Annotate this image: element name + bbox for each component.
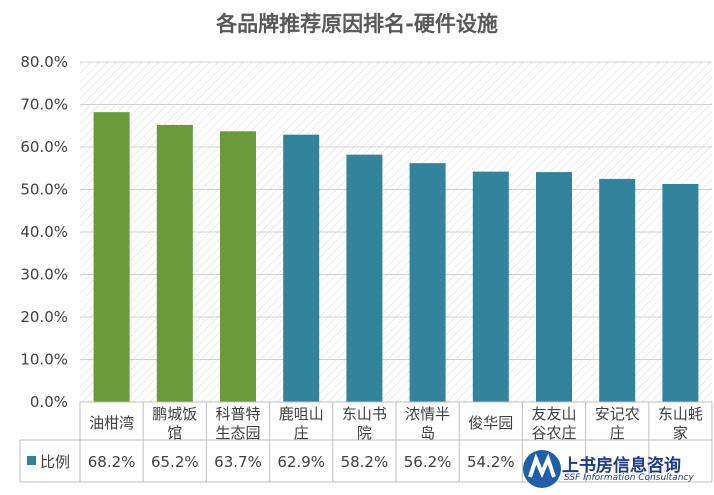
x-category-label: 庄 bbox=[610, 424, 625, 442]
x-category-label: 谷农庄 bbox=[531, 424, 576, 442]
watermark-cn: 上书房信息咨询 bbox=[562, 456, 681, 476]
data-table-value: 56.2% bbox=[404, 453, 452, 471]
bar bbox=[599, 178, 636, 402]
y-tick-label: 70.0% bbox=[20, 96, 68, 114]
y-tick-label: 0.0% bbox=[30, 393, 68, 411]
data-table-value: 58.2% bbox=[341, 453, 389, 471]
chart-title: 各品牌推荐原因排名-硬件设施 bbox=[216, 12, 498, 36]
x-category-label: 庄 bbox=[294, 424, 309, 442]
y-tick-label: 40.0% bbox=[20, 223, 68, 241]
y-tick-label: 20.0% bbox=[20, 308, 68, 326]
bar bbox=[346, 154, 383, 402]
bar bbox=[283, 134, 320, 403]
bar bbox=[536, 172, 572, 402]
bar bbox=[662, 183, 699, 402]
data-table-value: 68.2% bbox=[88, 453, 136, 471]
x-category-label: 东山书 bbox=[342, 405, 387, 423]
data-table-value: 65.2% bbox=[151, 453, 199, 471]
x-category-label: 家 bbox=[673, 424, 688, 442]
x-category-label: 院 bbox=[357, 424, 372, 442]
x-category-label: 油柑湾 bbox=[89, 414, 134, 432]
legend-swatch bbox=[27, 456, 36, 465]
bar bbox=[472, 171, 509, 402]
bar bbox=[93, 112, 130, 403]
y-tick-label: 30.0% bbox=[20, 266, 68, 284]
logo-icon bbox=[523, 450, 561, 488]
bar bbox=[220, 131, 256, 402]
data-table-value: 63.7% bbox=[214, 453, 262, 471]
x-category-label: 安记农 bbox=[595, 405, 640, 423]
bar bbox=[156, 124, 193, 403]
x-category-label: 生态园 bbox=[215, 424, 260, 442]
x-category-label: 岛 bbox=[420, 424, 435, 442]
x-category-label: 科普特 bbox=[215, 405, 260, 423]
watermark-en: SSF Information Consultancy bbox=[564, 473, 694, 483]
x-category-label: 浓情半 bbox=[405, 405, 450, 423]
data-table-value: 54.2% bbox=[467, 453, 515, 471]
y-tick-label: 10.0% bbox=[20, 351, 68, 369]
x-category-label: 俊华园 bbox=[468, 414, 513, 432]
y-tick-label: 80.0% bbox=[20, 53, 68, 71]
watermark-logo: 上书房信息咨询 SSF Information Consultancy bbox=[520, 445, 714, 493]
bar bbox=[409, 163, 446, 402]
legend-label: 比例 bbox=[40, 453, 70, 471]
data-table-value: 62.9% bbox=[277, 453, 325, 471]
x-category-label: 鹏城饭 bbox=[152, 405, 197, 423]
y-tick-label: 50.0% bbox=[20, 181, 68, 199]
x-category-label: 东山蚝 bbox=[658, 405, 703, 423]
x-category-label: 鹿咀山 bbox=[279, 405, 324, 423]
x-category-label: 馆 bbox=[167, 424, 182, 442]
x-category-label: 友友山 bbox=[531, 405, 576, 423]
y-tick-label: 60.0% bbox=[20, 138, 68, 156]
